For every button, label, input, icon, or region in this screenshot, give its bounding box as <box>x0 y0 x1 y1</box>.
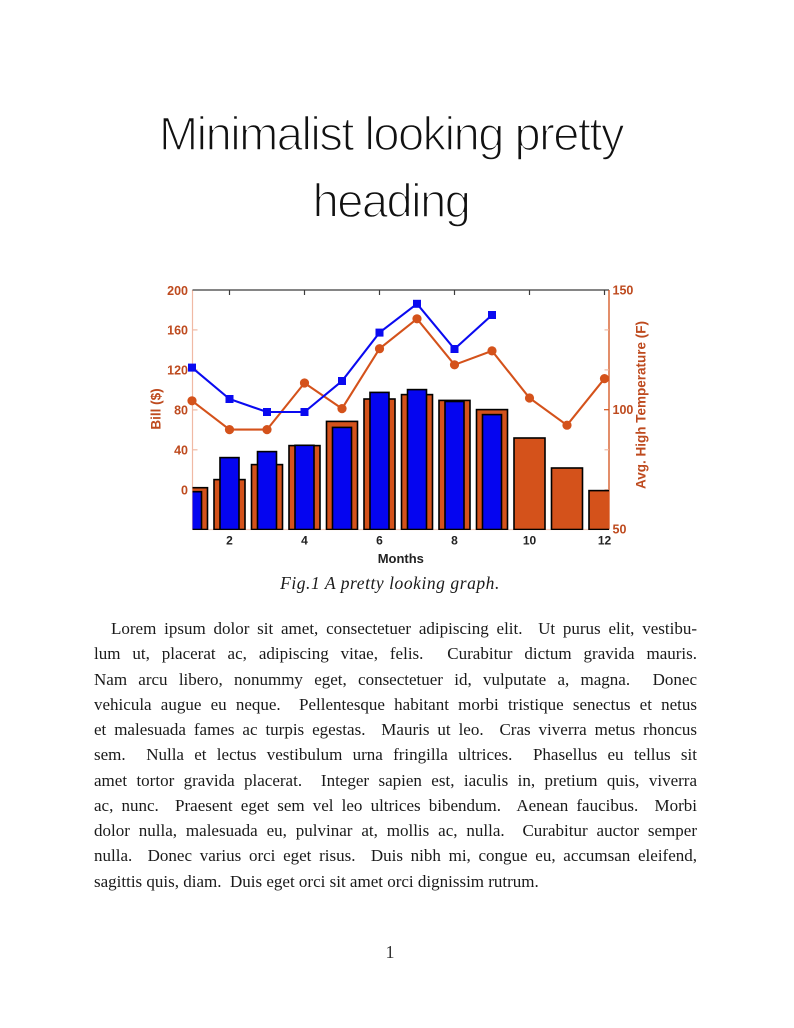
svg-text:10: 10 <box>523 534 537 548</box>
svg-text:2: 2 <box>226 534 233 548</box>
svg-text:80: 80 <box>174 404 188 418</box>
svg-text:4: 4 <box>301 534 308 548</box>
svg-text:6: 6 <box>376 534 383 548</box>
svg-text:200: 200 <box>167 284 188 298</box>
svg-text:8: 8 <box>451 534 458 548</box>
svg-text:50: 50 <box>613 523 627 537</box>
svg-text:Avg. High Temperature (F): Avg. High Temperature (F) <box>634 321 649 489</box>
svg-text:Bill ($): Bill ($) <box>149 388 164 429</box>
svg-text:160: 160 <box>167 324 188 338</box>
svg-text:40: 40 <box>174 444 188 458</box>
svg-text:12: 12 <box>598 534 612 548</box>
svg-text:100: 100 <box>613 403 634 417</box>
svg-text:120: 120 <box>167 364 188 378</box>
svg-text:150: 150 <box>613 283 634 297</box>
svg-text:Months: Months <box>378 551 424 566</box>
svg-text:0: 0 <box>181 484 188 498</box>
